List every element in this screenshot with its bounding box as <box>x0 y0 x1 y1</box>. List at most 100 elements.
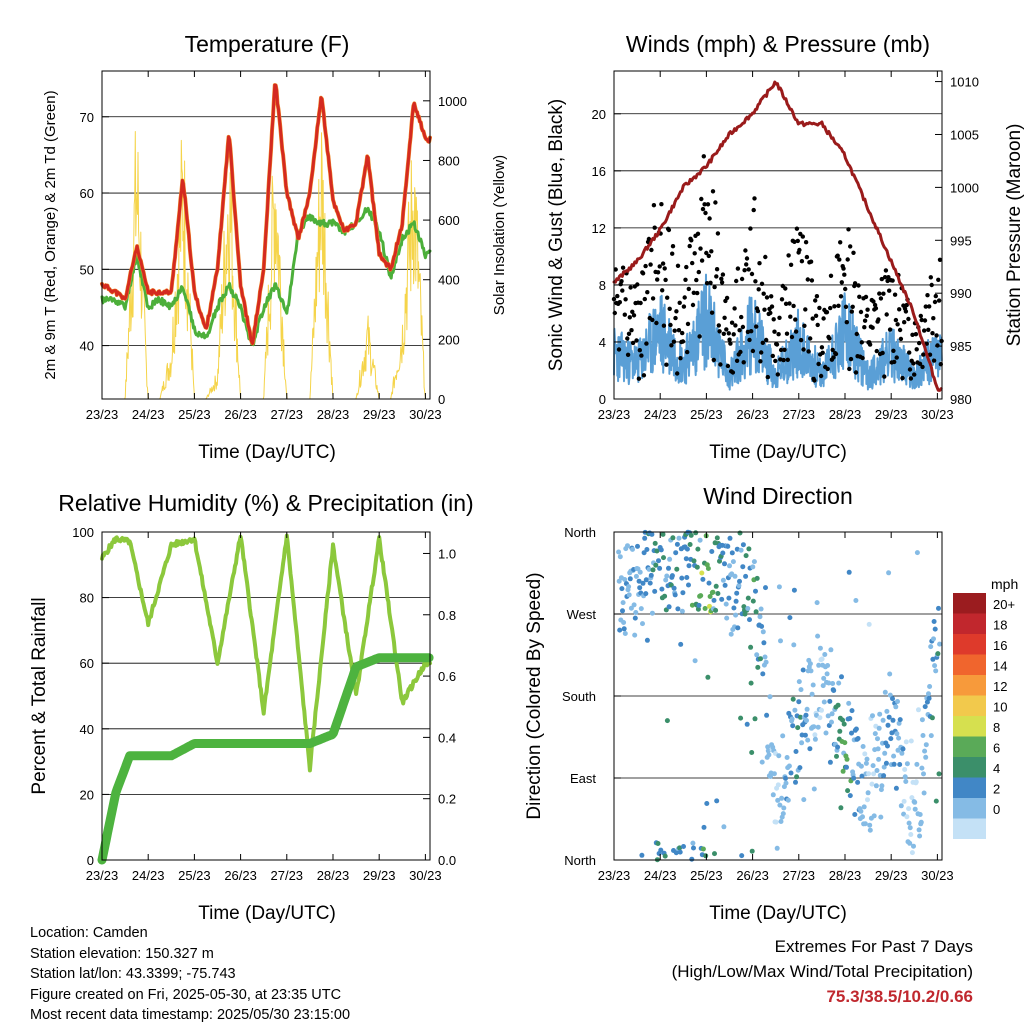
direction-point <box>902 767 908 772</box>
gust-point <box>783 286 788 291</box>
gust-point <box>795 238 800 244</box>
gust-point <box>898 336 904 342</box>
gust-point <box>768 310 773 316</box>
gust-point <box>883 268 889 273</box>
x-tick-label: 24/23 <box>132 407 165 422</box>
gust-point <box>709 310 715 315</box>
y-tick-label: 50 <box>80 262 94 277</box>
direction-point <box>849 708 855 714</box>
direction-point <box>753 609 759 615</box>
gust-point <box>685 321 691 327</box>
direction-point <box>835 744 841 750</box>
gust-point <box>738 349 743 355</box>
gust-point <box>617 300 622 305</box>
gust-point <box>684 264 689 270</box>
temperature-ylabel-right: Solar Insolation (Yellow) <box>491 155 508 315</box>
gust-point <box>655 270 661 275</box>
gust-point <box>900 375 905 381</box>
legend-swatch <box>953 777 986 798</box>
y-tick-label: 40 <box>80 722 94 737</box>
direction-point <box>719 596 725 602</box>
gust-point <box>891 348 896 353</box>
direction-point <box>735 625 741 631</box>
direction-point <box>757 614 763 620</box>
y-tick-label: 20 <box>592 107 606 122</box>
direction-point <box>640 621 645 627</box>
direction-point <box>901 798 907 804</box>
gust-point <box>788 262 794 267</box>
gust-point <box>699 196 704 202</box>
gust-point <box>654 320 659 326</box>
direction-point <box>935 651 941 657</box>
direction-point <box>807 746 813 752</box>
direction-point <box>626 584 632 590</box>
gust-point <box>926 327 931 332</box>
y-tick-label: 80 <box>80 591 94 606</box>
direction-point <box>720 550 726 556</box>
gust-point <box>677 300 682 305</box>
y2-tick-label: 600 <box>438 213 460 228</box>
direction-point <box>871 813 877 819</box>
direction-point <box>931 619 937 624</box>
direction-point <box>911 843 916 849</box>
gust-point <box>934 333 939 338</box>
sonic-wind-line <box>613 273 943 391</box>
y2-tick-label: 0.8 <box>438 608 456 623</box>
direction-point <box>745 606 751 611</box>
direction-point <box>723 601 729 607</box>
direction-point <box>674 541 680 547</box>
direction-point <box>812 736 818 742</box>
gust-point <box>660 261 666 266</box>
gust-point <box>810 316 815 321</box>
x-tick-label: 26/23 <box>736 407 769 422</box>
direction-point <box>902 774 908 780</box>
direction-point <box>788 770 794 776</box>
direction-point <box>886 570 892 576</box>
gust-point <box>890 278 895 283</box>
winds-xlabel: Time (Day/UTC) <box>709 442 847 463</box>
direction-point <box>775 797 781 803</box>
direction-point <box>912 806 918 812</box>
x-tick-label: 28/23 <box>317 407 350 422</box>
direction-point <box>631 602 637 608</box>
direction-point <box>826 680 832 686</box>
gust-point <box>636 376 642 381</box>
gust-point <box>747 337 752 343</box>
direction-point <box>896 720 902 726</box>
humidity-frame <box>101 531 431 861</box>
gust-point <box>668 322 673 328</box>
direction-point <box>644 547 650 552</box>
y2-tick-label: 980 <box>950 392 972 407</box>
direction-point <box>740 564 746 570</box>
gust-point <box>710 189 716 194</box>
direction-point <box>863 760 869 766</box>
gust-point <box>933 293 938 299</box>
direction-point <box>666 565 671 571</box>
gust-point <box>683 277 688 282</box>
gust-point <box>874 348 879 354</box>
direction-point <box>661 555 666 561</box>
direction-point <box>919 765 925 771</box>
gust-point <box>895 322 900 327</box>
gust-point <box>812 378 817 383</box>
direction-point <box>822 652 828 657</box>
gust-point <box>765 374 770 380</box>
direction-point <box>859 773 865 779</box>
gust-point <box>922 328 927 333</box>
direction-point <box>745 595 751 601</box>
direction-point <box>760 629 766 635</box>
direction-point <box>778 819 784 824</box>
direction-point <box>882 750 888 756</box>
gust-point <box>841 266 846 271</box>
direction-point <box>647 580 653 586</box>
gust-point <box>873 306 879 311</box>
gust-point <box>906 316 911 322</box>
direction-point <box>754 652 760 658</box>
gust-point <box>917 340 922 346</box>
gust-point <box>703 210 708 216</box>
direction-point <box>851 775 857 781</box>
direction-point <box>653 562 659 568</box>
direction-point <box>713 583 719 589</box>
direction-point <box>878 787 884 793</box>
gust-point <box>715 231 721 236</box>
